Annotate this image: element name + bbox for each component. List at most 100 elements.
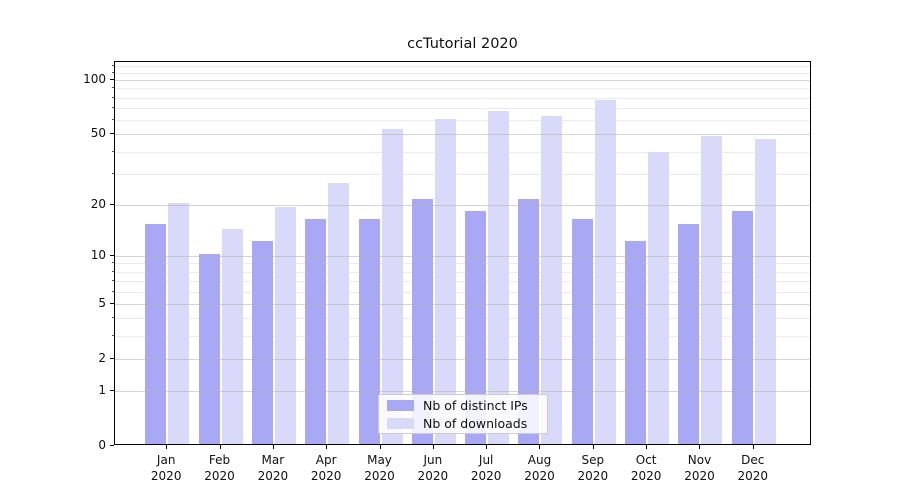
bar-distinct-ips bbox=[251, 240, 273, 444]
x-tick-mark bbox=[219, 445, 221, 449]
x-tick-month: May bbox=[367, 453, 392, 467]
y-tick-mark bbox=[110, 390, 114, 392]
bar-distinct-ips bbox=[731, 210, 753, 444]
y-minor-tick-mark bbox=[112, 64, 114, 66]
bar-downloads bbox=[488, 110, 510, 444]
x-tick-month: Sep bbox=[581, 453, 605, 467]
y-tick-label: 10 bbox=[90, 247, 106, 262]
major-gridline bbox=[115, 303, 810, 305]
x-tick-mark bbox=[539, 445, 541, 449]
x-tick-year: 2020 bbox=[524, 469, 555, 484]
x-tick-year: 2020 bbox=[684, 469, 715, 484]
bar-distinct-ips bbox=[571, 219, 593, 444]
plot-area bbox=[114, 61, 811, 445]
minor-gridline bbox=[115, 151, 810, 153]
bar-distinct-ips bbox=[518, 198, 540, 444]
x-tick-year: 2020 bbox=[737, 469, 769, 484]
x-tick-label: Sep 2020 bbox=[578, 452, 609, 484]
minor-gridline bbox=[115, 318, 810, 320]
major-gridline bbox=[115, 204, 810, 206]
x-tick-mark bbox=[752, 445, 754, 449]
y-tick-mark bbox=[110, 302, 114, 304]
y-minor-tick-mark bbox=[112, 262, 114, 264]
y-minor-tick-mark bbox=[112, 290, 114, 292]
major-gridline bbox=[115, 134, 810, 136]
bar-distinct-ips bbox=[358, 219, 380, 444]
minor-gridline bbox=[115, 173, 810, 175]
bar-downloads bbox=[754, 138, 776, 444]
x-tick-year: 2020 bbox=[577, 469, 609, 484]
minor-gridline bbox=[115, 281, 810, 283]
minor-gridline bbox=[115, 263, 810, 265]
minor-gridline bbox=[115, 336, 810, 338]
x-tick-month: Jun bbox=[423, 453, 443, 467]
x-tick-month: Jul bbox=[478, 453, 494, 467]
x-tick-year: 2020 bbox=[204, 469, 235, 484]
x-tick-label: Jan 2020 bbox=[151, 452, 182, 484]
x-tick-year: 2020 bbox=[630, 469, 662, 484]
legend-label-downloads: Nb of downloads bbox=[423, 415, 528, 431]
x-tick-mark bbox=[272, 445, 274, 449]
x-tick-year: 2020 bbox=[364, 469, 395, 484]
major-gridline bbox=[115, 255, 810, 257]
x-tick-year: 2020 bbox=[417, 469, 449, 484]
x-tick-label: May 2020 bbox=[364, 452, 395, 484]
x-tick-mark bbox=[379, 445, 381, 449]
minor-gridline bbox=[115, 120, 810, 122]
x-tick-year: 2020 bbox=[310, 469, 342, 484]
x-tick-month: Oct bbox=[635, 453, 657, 467]
x-tick-mark bbox=[166, 445, 168, 449]
y-minor-tick-mark bbox=[112, 335, 114, 337]
x-tick-label: Feb 2020 bbox=[204, 452, 235, 484]
legend-swatch-downloads bbox=[387, 417, 414, 429]
y-minor-tick-mark bbox=[112, 172, 114, 174]
y-minor-tick-mark bbox=[112, 87, 114, 89]
bar-downloads bbox=[541, 115, 563, 444]
y-tick-label: 5 bbox=[98, 295, 106, 310]
y-tick-mark bbox=[110, 254, 114, 256]
bar-distinct-ips bbox=[305, 219, 327, 444]
y-tick-mark bbox=[110, 445, 114, 446]
y-minor-tick-mark bbox=[112, 150, 114, 152]
bar-downloads bbox=[328, 182, 350, 444]
y-minor-tick-mark bbox=[112, 71, 114, 73]
x-tick-mark bbox=[326, 445, 328, 449]
bar-downloads bbox=[221, 229, 243, 444]
minor-gridline bbox=[115, 88, 810, 90]
bar-distinct-ips bbox=[198, 253, 220, 444]
bar-downloads bbox=[381, 129, 403, 444]
y-tick-label: 50 bbox=[90, 126, 106, 141]
x-tick-mark bbox=[646, 445, 648, 449]
bar-downloads bbox=[648, 151, 670, 444]
major-gridline bbox=[115, 391, 810, 393]
x-tick-month: Feb bbox=[208, 453, 231, 467]
legend-item-distinct-ips: Nb of distinct IPs bbox=[387, 398, 539, 413]
y-tick-label: 2 bbox=[98, 350, 106, 365]
x-tick-month: Apr bbox=[315, 453, 337, 467]
x-tick-month: Aug bbox=[527, 453, 552, 467]
x-tick-month: Dec bbox=[741, 453, 765, 467]
bar-downloads bbox=[434, 119, 456, 444]
y-minor-tick-mark bbox=[112, 119, 114, 121]
x-tick-mark bbox=[486, 445, 488, 449]
bar-distinct-ips bbox=[625, 240, 647, 444]
minor-gridline bbox=[115, 72, 810, 74]
legend-item-downloads: Nb of downloads bbox=[387, 416, 539, 431]
minor-gridline bbox=[115, 97, 810, 99]
minor-gridline bbox=[115, 271, 810, 273]
y-tick-label: 100 bbox=[83, 72, 106, 87]
y-tick-label: 0 bbox=[98, 438, 106, 452]
y-minor-tick-mark bbox=[112, 96, 114, 98]
bar-downloads bbox=[274, 206, 296, 444]
x-tick-label: Oct 2020 bbox=[631, 452, 662, 484]
major-gridline bbox=[115, 80, 810, 82]
major-gridline bbox=[115, 358, 810, 360]
y-tick-mark bbox=[110, 203, 114, 205]
x-tick-label: Dec 2020 bbox=[738, 452, 769, 484]
x-tick-year: 2020 bbox=[470, 469, 502, 484]
chart-title: ccTutorial 2020 bbox=[407, 36, 518, 52]
y-tick-mark bbox=[110, 133, 114, 135]
bar-distinct-ips bbox=[465, 210, 487, 444]
bar-downloads bbox=[168, 202, 190, 444]
